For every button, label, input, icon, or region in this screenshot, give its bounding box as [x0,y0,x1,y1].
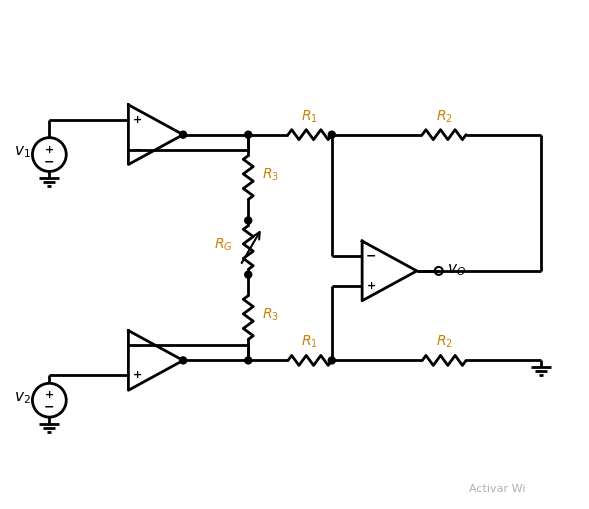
Text: $R_3$: $R_3$ [262,166,279,182]
Circle shape [245,132,252,139]
Text: +: + [45,144,54,154]
Text: −: − [132,143,143,156]
Text: −: − [44,400,55,413]
Text: $R_2$: $R_2$ [436,108,452,125]
Text: $v_O$: $v_O$ [446,262,466,277]
Circle shape [180,357,187,364]
Text: $R_2$: $R_2$ [436,333,452,350]
Text: $R_1$: $R_1$ [302,333,319,350]
Circle shape [328,357,335,364]
Circle shape [245,217,252,224]
Text: +: + [133,115,142,125]
Text: $v_1$: $v_1$ [14,145,31,160]
Circle shape [180,132,187,139]
Text: $R_3$: $R_3$ [262,306,279,322]
Text: $v_2$: $v_2$ [14,389,31,405]
Text: +: + [366,280,376,290]
Text: +: + [133,370,142,380]
Text: $R_1$: $R_1$ [302,108,319,125]
Circle shape [328,132,335,139]
Text: +: + [45,389,54,400]
Circle shape [245,272,252,278]
Circle shape [245,357,252,364]
Text: $R_G$: $R_G$ [214,236,232,252]
Text: −: − [132,338,143,351]
Text: −: − [44,155,55,167]
Text: Activar Wi: Activar Wi [469,483,525,493]
Text: −: − [366,249,376,262]
